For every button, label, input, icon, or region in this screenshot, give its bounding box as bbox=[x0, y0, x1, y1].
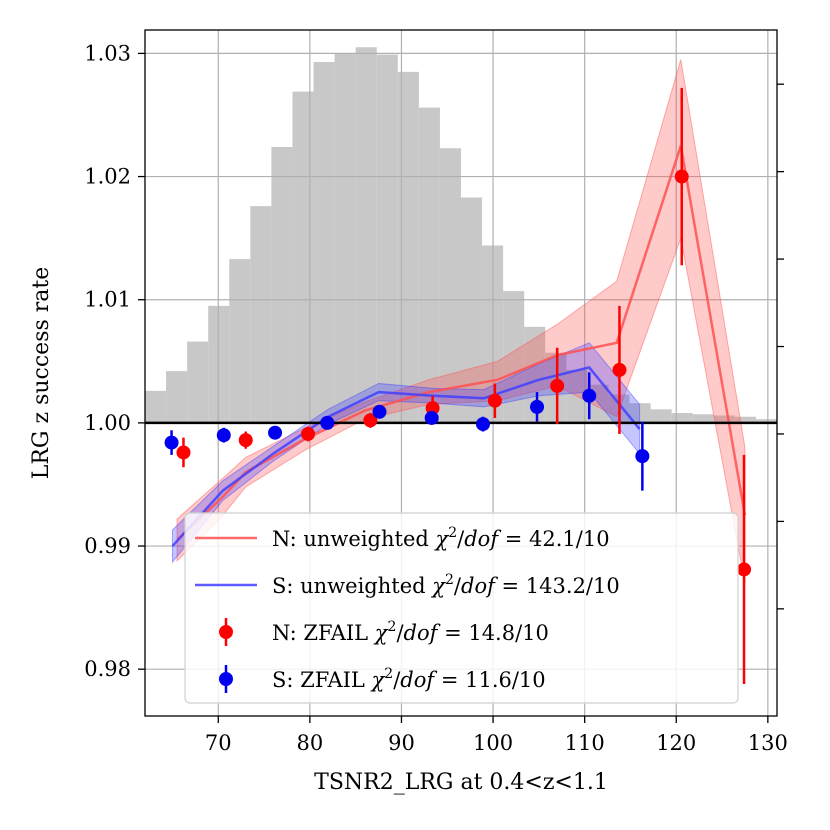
legend-entry-stat: = 143.2/10 bbox=[495, 574, 620, 598]
histogram-bar bbox=[692, 414, 714, 423]
legend-entry-prefix: N: unweighted bbox=[272, 527, 436, 551]
data-point bbox=[372, 404, 387, 419]
data-point bbox=[320, 415, 335, 430]
histogram-bar bbox=[397, 71, 419, 423]
y-axis: 0.98 0.99 1.00 1.01 1.02 1.03 bbox=[84, 41, 145, 681]
histogram-bar bbox=[755, 419, 777, 423]
data-point bbox=[424, 410, 439, 425]
histogram-bar bbox=[313, 62, 335, 423]
histogram-bar bbox=[145, 390, 167, 423]
series-lines bbox=[171, 145, 747, 547]
legend-entry-label: N: ZFAIL χ2/dof = 14.8/10 bbox=[272, 619, 549, 645]
histogram-bar bbox=[566, 369, 588, 423]
data-point bbox=[487, 393, 502, 408]
histogram-bar bbox=[250, 206, 272, 423]
histogram-bar bbox=[187, 341, 209, 423]
legend-entry-prefix: N: ZFAIL bbox=[272, 621, 375, 645]
data-point bbox=[176, 445, 191, 460]
x-tick-label: 100 bbox=[473, 731, 513, 755]
legend-entry-label: N: unweighted χ2/dof = 42.1/10 bbox=[272, 525, 610, 551]
legend-entry-stat: = 14.8/10 bbox=[437, 621, 549, 645]
histogram-bar bbox=[271, 147, 293, 423]
x-tick-label: 80 bbox=[297, 731, 324, 755]
x-tick-label: 130 bbox=[748, 731, 788, 755]
histogram-bar bbox=[439, 148, 461, 423]
data-point bbox=[582, 388, 597, 403]
legend-entry-prefix: S: unweighted bbox=[272, 574, 432, 598]
legend-point-marker bbox=[219, 672, 233, 686]
histogram-bar bbox=[650, 409, 672, 423]
data-point bbox=[268, 425, 283, 440]
histogram-bar bbox=[418, 107, 440, 423]
histogram-bar bbox=[355, 47, 377, 423]
y-tick-label: 1.01 bbox=[84, 288, 131, 312]
histogram-bar bbox=[734, 416, 756, 423]
y-tick-label: 1.00 bbox=[84, 411, 131, 435]
plot-frame bbox=[144, 29, 778, 717]
histogram-bar bbox=[629, 403, 651, 423]
legend: N: unweighted χ2/dof = 42.1/10 S: unweigh… bbox=[184, 512, 739, 704]
legend-entry-prefix: S: ZFAIL bbox=[272, 668, 372, 692]
right-axis-ticks bbox=[777, 83, 784, 610]
histogram-bar bbox=[229, 259, 251, 423]
x-axis: 70 80 90 100 110 120 130 bbox=[205, 716, 788, 755]
histogram-bar bbox=[461, 197, 483, 423]
x-tick-label: 90 bbox=[388, 731, 415, 755]
legend-entry-stat: = 42.1/10 bbox=[498, 527, 610, 551]
y-tick-label: 0.99 bbox=[84, 534, 131, 558]
legend-entry-label: S: ZFAIL χ2/dof = 11.6/10 bbox=[272, 666, 546, 692]
x-tick-label: 120 bbox=[656, 731, 696, 755]
y-tick-label: 1.03 bbox=[84, 41, 131, 65]
y-axis-label: LRG z success rate bbox=[29, 267, 54, 480]
histogram-bar bbox=[292, 91, 314, 423]
data-point bbox=[216, 428, 231, 443]
histogram-bar bbox=[166, 371, 188, 423]
y-tick-label: 0.98 bbox=[84, 657, 131, 681]
data-point bbox=[737, 562, 752, 577]
histogram-bar bbox=[524, 326, 546, 423]
legend-entry-label: S: unweighted χ2/dof = 143.2/10 bbox=[272, 572, 620, 598]
histogram-bar bbox=[713, 415, 735, 423]
data-point bbox=[674, 169, 689, 184]
legend-point-marker bbox=[219, 625, 233, 639]
data-point bbox=[238, 433, 253, 448]
legend-entry-stat: = 11.6/10 bbox=[434, 668, 546, 692]
data-point bbox=[475, 417, 490, 432]
x-axis-label: TSNR2_LRG at 0.4<z<1.1 bbox=[314, 770, 608, 795]
data-point bbox=[530, 399, 545, 414]
histogram-bar bbox=[671, 413, 693, 423]
data-point bbox=[612, 362, 627, 377]
data-point bbox=[550, 378, 565, 393]
series-line bbox=[171, 366, 641, 547]
histogram bbox=[145, 47, 777, 423]
data-point bbox=[164, 435, 179, 450]
histogram-bar bbox=[376, 54, 398, 423]
data-point bbox=[635, 449, 650, 464]
x-tick-label: 70 bbox=[205, 731, 232, 755]
data-point bbox=[363, 413, 378, 428]
data-points bbox=[164, 87, 752, 684]
histogram-bar bbox=[334, 53, 356, 423]
y-tick-label: 1.02 bbox=[84, 165, 131, 189]
legend-box bbox=[184, 512, 739, 704]
x-tick-label: 110 bbox=[565, 731, 605, 755]
data-point bbox=[301, 426, 316, 441]
